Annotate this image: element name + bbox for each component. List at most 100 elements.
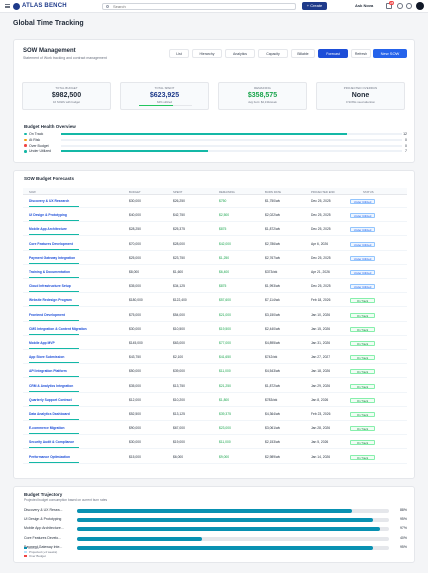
sow-remaining-value: $23,000 — [219, 426, 231, 431]
analytics-view-button[interactable]: Analytics — [225, 49, 255, 58]
forecast-table-row[interactable]: Website Redesign Program $180,000 $122,400… — [23, 296, 407, 308]
sow-status-badge: Under Utilized — [350, 284, 375, 290]
sow-progress-line — [29, 404, 79, 406]
atlas-bench-logo-icon — [13, 3, 20, 10]
sow-name-link[interactable]: Discovery & UX Research — [29, 199, 70, 203]
forecast-table-row[interactable]: E-commerce Migration $90,000 $67,000 $23,00… — [23, 424, 407, 436]
sow-burn-rate-value: $2,022/wk — [265, 213, 281, 218]
sow-name-link[interactable]: Data Analytics Dashboard — [29, 412, 70, 416]
sow-status-badge: On Track — [350, 440, 375, 446]
forecast-table-row[interactable]: Payment Gateway Integration $25,000 $23,75… — [23, 254, 407, 265]
menu-icon[interactable] — [5, 4, 10, 8]
sow-name-link[interactable]: Mobile App MVP — [29, 341, 55, 345]
sow-burn-rate-value: $373/wk — [265, 270, 278, 274]
ask-nova-button[interactable]: Ask Nova — [355, 3, 374, 8]
sow-budget-value: $40,000 — [129, 213, 141, 218]
sow-spent-value: $34,125 — [173, 284, 185, 289]
forecast-table-row[interactable]: CRM & Analytics Integration $35,000 $13,75… — [23, 382, 407, 393]
sow-name-link[interactable]: CRM & Analytics Integration — [29, 383, 74, 388]
sow-status-badge: Under Utilized — [350, 227, 375, 233]
health-status-count: 7 — [405, 149, 407, 154]
budget-forecast-panel: SOW Budget Forecasts SOW BUDGET SPENT RE… — [13, 170, 415, 479]
sow-spent-value: $1,600 — [173, 270, 184, 274]
trajectory-progress-fill — [77, 536, 202, 541]
list-view-button[interactable]: List — [169, 49, 189, 58]
forecast-table-row[interactable]: App Store Submission $43,750 $2,100 $41,650… — [23, 353, 407, 365]
health-status-count: 0 — [405, 143, 407, 148]
sow-name-link[interactable]: Quarterly Support Contract — [29, 397, 72, 402]
search-input[interactable] — [113, 4, 293, 9]
budget-trajectory-row: UI Design & Prototyping 95% — [24, 516, 407, 524]
sow-progress-line — [29, 234, 79, 236]
create-button[interactable]: + Create — [302, 2, 327, 10]
forecast-table-row[interactable]: Performance Optimization $15,000 $6,000 $9,… — [23, 453, 407, 464]
hierarchy-view-button[interactable]: Hierarchy — [192, 49, 222, 58]
budget-trajectory-row: Discovery & UX Resea... 88% — [24, 507, 407, 515]
forecast-table-row[interactable]: Core Features Development $70,000 $28,000 $… — [23, 240, 407, 251]
sow-spent-value: $54,000 — [173, 312, 185, 317]
trajectory-percentage: 88% — [399, 508, 407, 512]
sow-status-badge: On Track — [350, 369, 375, 375]
forecast-table-row[interactable]: Mobile App Architecture $28,250 $25,375 $87… — [23, 225, 407, 237]
remaining-column-header: REMAINING — [219, 190, 235, 194]
sow-name-link[interactable]: Payment Gateway Integration — [29, 255, 76, 260]
sow-name-link[interactable]: Security Audit & Compliance — [29, 440, 75, 445]
legend-current: Current — [29, 546, 40, 550]
forecast-table-row[interactable]: Security Audit & Compliance $30,000 $19,00… — [23, 438, 407, 450]
sow-name-link[interactable]: API Integration Platform — [29, 369, 67, 374]
total-spent-label: TOTAL SPENT — [154, 86, 175, 90]
new-sow-button[interactable]: New SOW — [373, 49, 407, 58]
sow-burn-rate-value: $1,872/wk — [265, 383, 281, 388]
billable-view-button[interactable]: Billable — [291, 49, 315, 58]
forecast-table-row[interactable]: Discovery & UX Research $30,000 $26,250 $75… — [23, 197, 407, 208]
sow-name-link[interactable]: UI Design & Prototyping — [29, 213, 67, 218]
sow-name-link[interactable]: Core Features Development — [29, 241, 73, 246]
help-icon[interactable] — [397, 3, 403, 9]
forecast-table-row[interactable]: Mobile App MVP $145,000 $63,000 $77,000 $4,8… — [23, 339, 407, 350]
sow-remaining-value: $77,000 — [219, 341, 231, 345]
sow-name-link[interactable]: CMS Integration & Content Migration — [29, 326, 87, 331]
sow-name-link[interactable]: Cloud Infrastructure Setup — [29, 284, 71, 289]
remaining-label: REMAINING — [254, 86, 271, 90]
forecast-view-button[interactable]: Forecast — [318, 49, 348, 58]
projected-overrun-card: PROJECTED OVERRUN None 0 SOWs need atten… — [316, 82, 405, 110]
sow-budget-value: $35,000 — [129, 383, 141, 388]
status-dot-icon — [24, 132, 27, 136]
sow-spent-value: $10,500 — [173, 326, 185, 331]
sow-spent-value: $26,250 — [173, 199, 185, 203]
global-search[interactable] — [102, 3, 296, 10]
sow-projected-end-value: Jan 8, 2026 — [311, 397, 329, 402]
sow-status-badge: Under Utilized — [350, 270, 375, 275]
settings-gear-icon[interactable] — [406, 3, 412, 9]
forecast-table-row[interactable]: Training & Documentation $8,000 $1,600 $6,4… — [23, 268, 407, 279]
sow-name-link[interactable]: Website Redesign Program — [29, 298, 72, 303]
sow-status-badge: On Track — [350, 326, 375, 332]
status-column-header: STATUS — [363, 190, 374, 194]
forecast-table-row[interactable]: Cloud Infrastructure Setup $35,000 $34,125… — [23, 282, 407, 294]
spent-progress-bar — [139, 105, 192, 106]
user-avatar[interactable] — [416, 2, 424, 10]
forecast-table-row[interactable]: UI Design & Prototyping $40,000 $42,750 $2,… — [23, 211, 407, 223]
forecast-table-row[interactable]: Data Analytics Dashboard $52,500 $13,125 $3… — [23, 410, 407, 421]
forecast-table-row[interactable]: API Integration Platform $50,000 $39,000 $1… — [23, 367, 407, 379]
sow-name-link[interactable]: Mobile App Architecture — [29, 227, 67, 232]
forecast-table-row[interactable]: Quarterly Support Contract $12,000 $10,200… — [23, 396, 407, 407]
projected-overrun-label: PROJECTED OVERRUN — [343, 86, 378, 90]
sow-progress-line — [29, 348, 79, 349]
trajectory-sow-label: Discovery & UX Resea... — [24, 508, 63, 512]
sow-name-link[interactable]: Performance Optimization — [29, 454, 71, 459]
sow-remaining-value: $19,500 — [219, 326, 231, 331]
sow-name-link[interactable]: Training & Documentation — [29, 270, 71, 274]
trajectory-progress-track — [77, 545, 389, 550]
sow-name-link[interactable]: App Store Submission — [29, 355, 65, 360]
sow-burn-rate-value: $742/wk — [265, 355, 278, 360]
sow-name-link[interactable]: E-commerce Migration — [29, 426, 65, 431]
refresh-button[interactable]: Refresh — [351, 49, 371, 58]
forecast-table-row[interactable]: CMS Integration & Content Migration $30,0… — [23, 325, 407, 336]
sow-management-subtitle: Statement of Work tracking and contract … — [23, 56, 107, 60]
capacity-view-button[interactable]: Capacity — [258, 49, 288, 58]
sow-budget-value: $30,000 — [129, 199, 141, 203]
sow-name-link[interactable]: Frontend Development — [29, 312, 65, 317]
sow-budget-value: $35,000 — [129, 284, 141, 289]
forecast-table-row[interactable]: Frontend Development $75,000 $54,000 $21,00… — [23, 311, 407, 322]
